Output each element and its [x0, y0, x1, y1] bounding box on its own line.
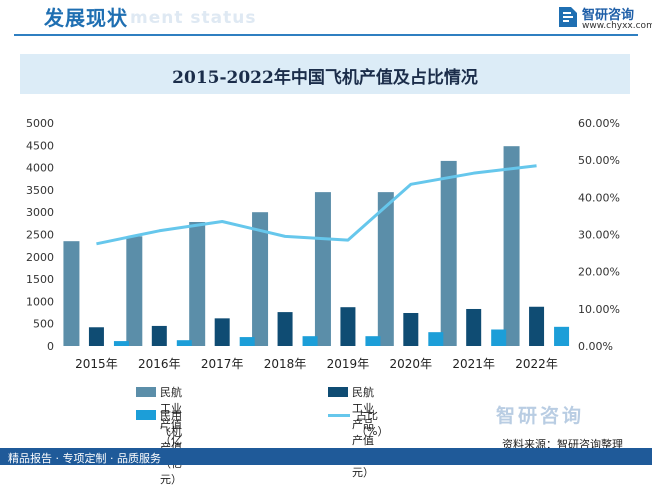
bar — [377, 192, 394, 346]
y-left-tick-label: 3000 — [26, 206, 54, 219]
footer-text: 精品报告 · 专项定制 · 品质服务 — [8, 452, 161, 465]
legend-swatch-civil-aircraft-output — [136, 410, 156, 420]
bar — [176, 340, 192, 346]
y-right-tick-label: 30.00% — [578, 229, 620, 242]
bar — [63, 241, 80, 346]
y-right-tick-label: 20.00% — [578, 266, 620, 279]
header-ghost-text: ment status — [130, 8, 257, 28]
y-right-tick-label: 40.00% — [578, 191, 620, 204]
bar — [554, 326, 570, 346]
x-tick-label: 2020年 — [390, 357, 433, 371]
bar — [189, 222, 206, 346]
bar — [151, 325, 167, 346]
chart-title: 2015-2022年中国飞机产值及占比情况 — [172, 68, 478, 88]
bottom-watermark-logo: 智研咨询 — [496, 405, 585, 427]
legend-swatch-aviation-products-output — [328, 387, 348, 397]
bar — [466, 308, 482, 346]
share-line — [96, 164, 537, 246]
bar — [113, 341, 129, 346]
brand-url[interactable]: www.chyxx.com — [582, 21, 652, 31]
y-left-tick-label: 1500 — [26, 273, 54, 286]
x-tick-label: 2021年 — [452, 357, 495, 371]
brand-logo-icon — [557, 5, 579, 29]
bar — [403, 312, 419, 346]
y-left-tick-label: 4500 — [26, 139, 54, 152]
legend-swatch-share-line — [328, 414, 350, 417]
y-right-tick-label: 50.00% — [578, 154, 620, 167]
y-left-tick-label: 0 — [47, 340, 54, 353]
bar — [428, 332, 444, 346]
bar — [302, 336, 318, 346]
y-right-tick-label: 60.00% — [578, 117, 620, 130]
bar — [491, 329, 507, 346]
x-tick-label: 2019年 — [327, 357, 370, 371]
x-tick-label: 2015年 — [75, 357, 118, 371]
bar — [126, 236, 143, 346]
legend-swatch-civil-aviation-output — [136, 387, 156, 397]
y-left-tick-label: 500 — [33, 318, 54, 331]
page-title: 发展现状 — [44, 6, 128, 30]
x-tick-label: 2016年 — [138, 357, 181, 371]
bar — [252, 212, 269, 346]
bar — [314, 192, 331, 346]
footer-band — [0, 448, 652, 465]
y-left-tick-label: 1000 — [26, 295, 54, 308]
source-note: 资料来源：智研咨询整理 — [502, 438, 623, 451]
bar — [214, 318, 230, 346]
brand-name: 智研咨询 — [582, 8, 635, 23]
legend-label-share: 占比（%） — [356, 409, 389, 438]
bar — [340, 307, 356, 346]
bar — [88, 327, 104, 346]
y-right-tick-label: 0.00% — [578, 340, 613, 353]
bar — [440, 160, 457, 346]
y-left-tick-label: 2000 — [26, 251, 54, 264]
bar — [529, 306, 545, 346]
y-left-tick-label: 3500 — [26, 184, 54, 197]
bar — [365, 336, 381, 346]
y-right-tick-label: 10.00% — [578, 303, 620, 316]
header-divider — [14, 34, 638, 36]
bar — [239, 337, 255, 346]
y-left-tick-label: 2500 — [26, 229, 54, 242]
y-left-tick-label: 4000 — [26, 162, 54, 175]
x-tick-label: 2017年 — [201, 357, 244, 371]
chart-canvas: 0 500 1000 1500 2000 2500 3000 3500 4000 4500 5000… — [26, 117, 620, 371]
x-tick-label: 2018年 — [264, 357, 307, 371]
x-tick-label: 2022年 — [515, 357, 558, 371]
y-left-tick-label: 5000 — [26, 117, 54, 130]
bar — [503, 146, 520, 346]
chart-title-band — [20, 54, 630, 94]
bar — [277, 312, 293, 346]
legend-label-civil-aircraft-output: 民用飞机产值（亿元） — [160, 409, 182, 486]
